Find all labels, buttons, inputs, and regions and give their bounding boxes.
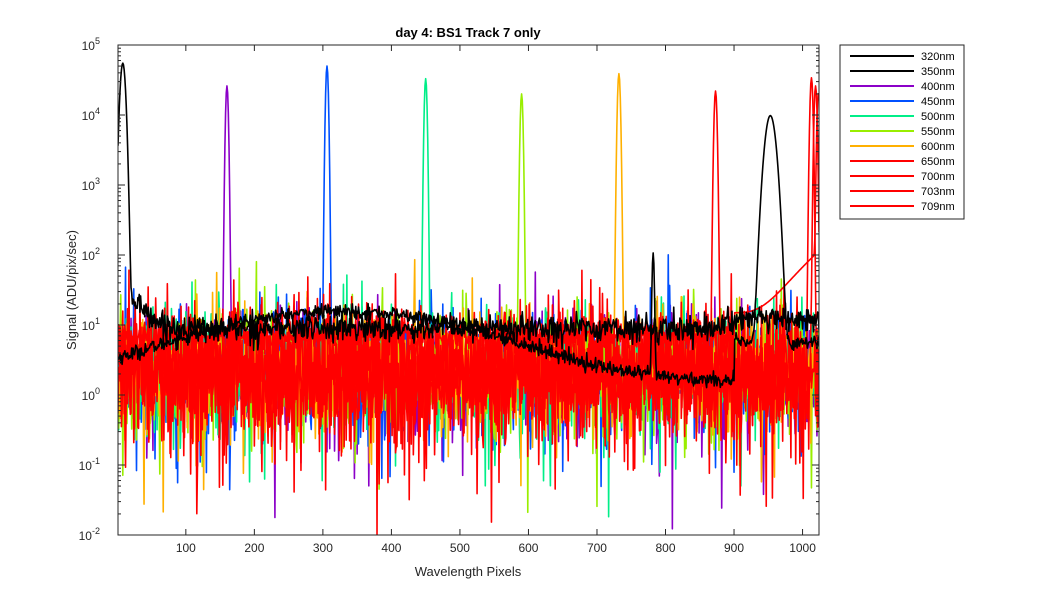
x-tick-label: 200 xyxy=(244,541,264,555)
x-axis-label: Wavelength Pixels xyxy=(415,564,522,579)
legend-entry: 709nm xyxy=(921,201,955,213)
x-tick-label: 700 xyxy=(587,541,607,555)
legend: 320nm 350nm 400nm 450nm 500nm 550nm 600nm 650nm… xyxy=(839,44,965,220)
x-tick-label: 600 xyxy=(518,541,538,555)
legend-entry: 350nm xyxy=(921,66,955,78)
chart-title: day 4: BS1 Track 7 only xyxy=(395,25,541,40)
series-layer xyxy=(118,62,819,535)
y-axis-label: Signal (ADU/pix/sec) xyxy=(64,230,79,350)
legend-entry: 600nm xyxy=(921,141,955,153)
legend-entry: 400nm xyxy=(921,81,955,93)
x-tick-label: 900 xyxy=(724,541,744,555)
legend-entry: 320nm xyxy=(921,51,955,63)
series-line-350nm xyxy=(118,62,819,352)
legend-items: 320nm 350nm 400nm 450nm 500nm 550nm 600nm 650nm… xyxy=(850,51,955,213)
x-tick-label: 400 xyxy=(381,541,401,555)
plot-area: 100 200 300 400 500 600 700 800 900 100010-210-11… xyxy=(79,36,820,555)
x-tick-label: 1000 xyxy=(789,541,816,555)
x-tick-label: 800 xyxy=(655,541,675,555)
legend-entry: 650nm xyxy=(921,156,955,168)
legend-entry: 700nm xyxy=(921,171,955,183)
legend-entry: 550nm xyxy=(921,126,955,138)
legend-entry: 703nm xyxy=(921,186,955,198)
legend-entry: 500nm xyxy=(921,111,955,123)
x-tick-label: 300 xyxy=(313,541,333,555)
plot-frame xyxy=(117,44,820,536)
series-line-709nm xyxy=(118,92,819,364)
legend-entry: 450nm xyxy=(921,96,955,108)
x-tick-label: 500 xyxy=(450,541,470,555)
x-tick-label: 100 xyxy=(176,541,196,555)
